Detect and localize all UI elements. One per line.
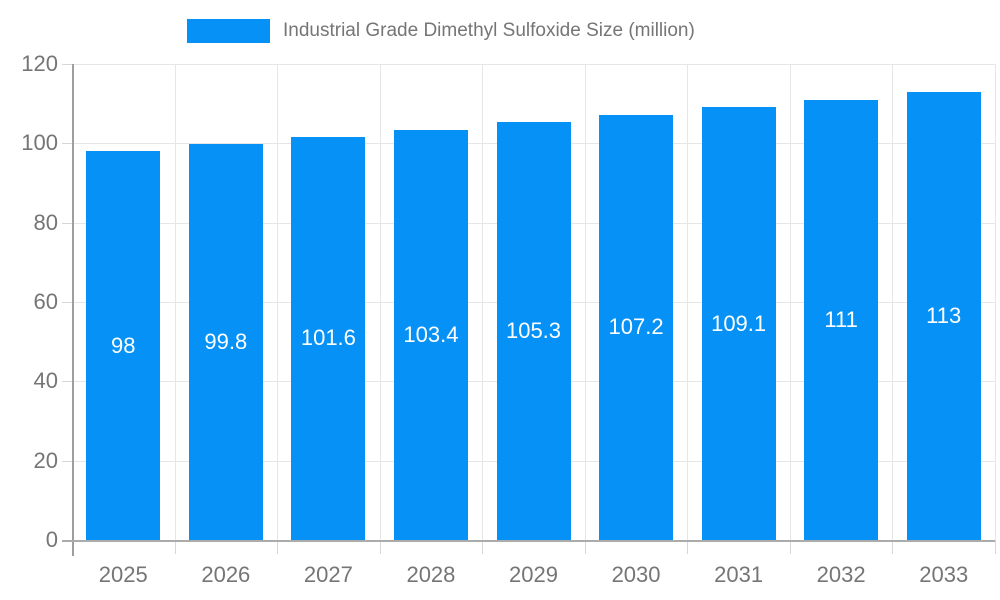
y-axis-tick-label: 100 — [21, 130, 58, 156]
x-gridline — [584, 64, 586, 540]
y-axis-tick — [62, 222, 72, 224]
y-axis-tick — [62, 381, 72, 383]
y-axis-tick-label: 80 — [33, 209, 58, 235]
bar-value-label: 103.4 — [403, 321, 459, 347]
x-axis-tick-label: 2026 — [201, 562, 251, 587]
x-gridline — [995, 64, 996, 540]
bar — [86, 151, 161, 540]
bar-value-label: 99.8 — [204, 329, 248, 355]
bar-value-label: 105.3 — [505, 318, 562, 344]
bar-value-label: 111 — [824, 306, 858, 332]
y-axis-tick-label: 0 — [45, 527, 58, 552]
x-axis-tick — [892, 540, 894, 554]
x-gridline — [174, 64, 176, 540]
y-axis-line — [72, 64, 74, 556]
x-axis-tick — [379, 540, 381, 554]
y-axis-tick — [62, 302, 72, 303]
x-axis-tick — [687, 540, 689, 554]
bar-value-label: 109.1 — [711, 310, 767, 336]
bar — [804, 99, 879, 540]
x-axis-tick — [482, 540, 484, 554]
x-axis-tick-label: 2029 — [509, 562, 558, 587]
x-axis-tick-label: 2030 — [611, 562, 661, 587]
x-axis-tick-label: 2031 — [714, 562, 764, 587]
x-axis-tick — [584, 540, 586, 554]
x-axis-tick — [174, 540, 176, 554]
x-gridline — [482, 64, 484, 540]
y-gridline — [72, 64, 995, 65]
x-axis-line — [62, 540, 995, 542]
x-gridline — [892, 64, 894, 540]
bar — [496, 122, 571, 540]
x-axis-tick — [789, 540, 791, 554]
y-axis-tick-label: 120 — [21, 51, 58, 76]
x-gridline — [789, 64, 791, 540]
y-axis-tick-label: 40 — [33, 368, 58, 394]
x-axis-tick-label: 2033 — [919, 562, 969, 587]
legend-label: Industrial Grade Dimethyl Sulfoxide Size… — [283, 20, 695, 41]
bar-value-label: 98 — [111, 332, 136, 358]
bar-value-label: 107.2 — [608, 314, 664, 340]
x-gridline — [687, 64, 689, 540]
x-axis-tick — [277, 540, 279, 554]
x-axis-tick-label: 2028 — [406, 562, 456, 587]
x-gridline — [379, 64, 381, 540]
x-gridline — [277, 64, 279, 540]
x-axis-tick — [995, 540, 996, 554]
bar — [906, 91, 981, 540]
legend-swatch — [187, 19, 270, 43]
x-axis-tick-label: 2027 — [303, 562, 353, 587]
bar — [393, 129, 468, 540]
y-axis-tick-label: 60 — [33, 289, 58, 314]
bar-value-label: 101.6 — [300, 325, 356, 351]
legend-item[interactable]: Industrial Grade Dimethyl Sulfoxide Size… — [187, 19, 695, 43]
bar — [701, 107, 776, 540]
y-axis-tick — [62, 460, 72, 462]
bar — [188, 144, 263, 540]
x-axis-tick-label: 2032 — [816, 562, 866, 587]
bar-value-label: 113 — [926, 302, 962, 328]
bar — [599, 114, 674, 540]
bar — [291, 136, 366, 540]
y-axis-tick-label: 20 — [33, 447, 58, 473]
y-axis-tick — [62, 143, 72, 145]
y-axis-tick — [62, 64, 72, 65]
x-axis-tick-label: 2025 — [98, 562, 148, 587]
